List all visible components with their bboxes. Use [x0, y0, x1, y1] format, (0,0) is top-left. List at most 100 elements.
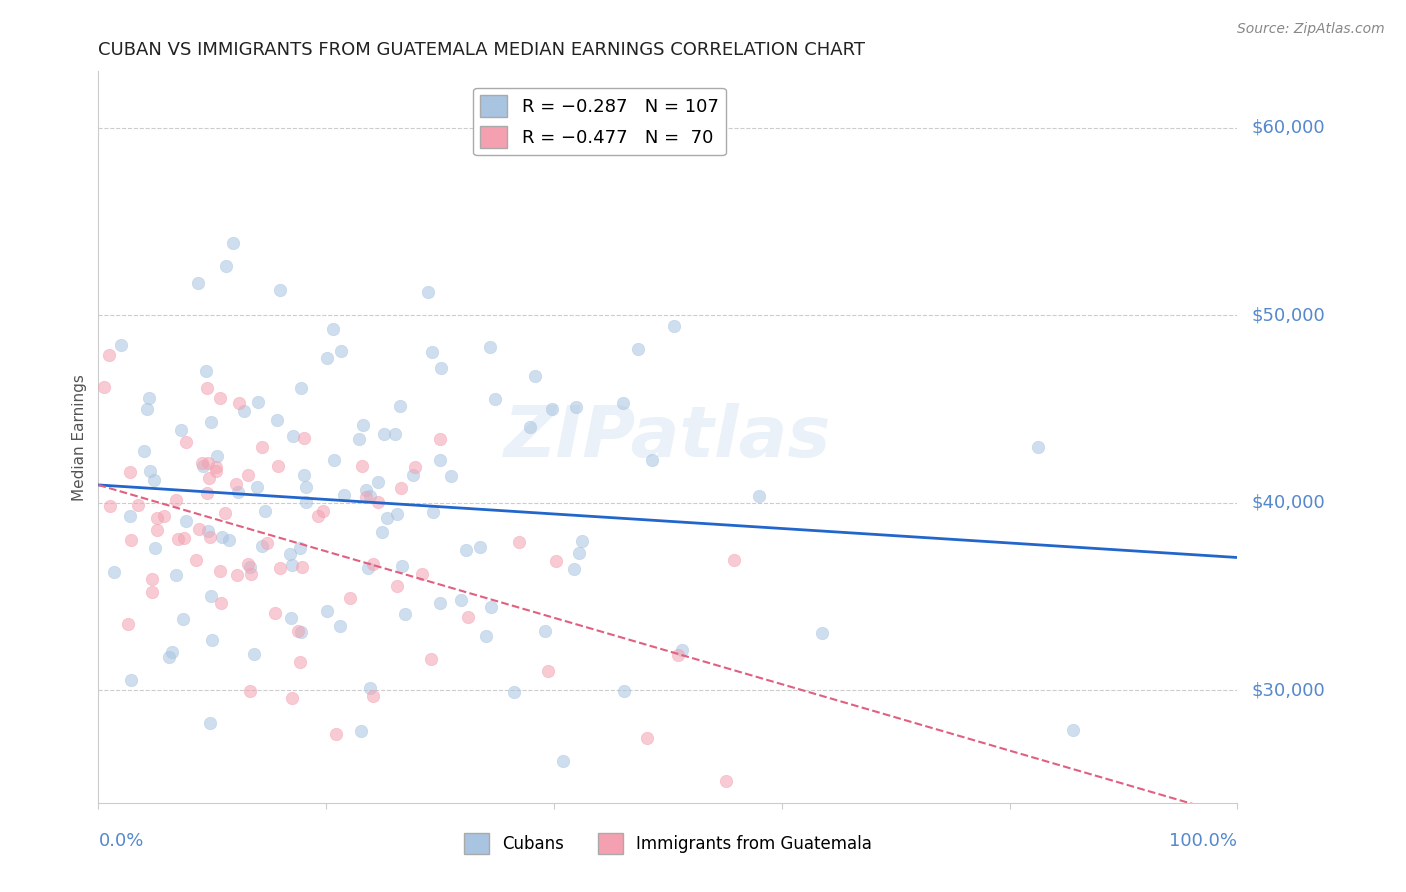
Point — [118, 465, 141, 479]
Point — [221, 235, 243, 250]
Point — [288, 655, 311, 669]
Text: 0.0%: 0.0% — [98, 832, 143, 850]
Point — [195, 486, 218, 500]
Point — [356, 483, 378, 497]
Point — [429, 432, 451, 446]
Point — [375, 511, 398, 525]
Point — [479, 599, 502, 614]
Text: ZIPatlas: ZIPatlas — [505, 402, 831, 472]
Point — [352, 459, 374, 474]
Point — [387, 507, 409, 521]
Point — [242, 648, 264, 662]
Point — [200, 415, 222, 429]
Point — [429, 361, 451, 376]
Point — [110, 337, 132, 351]
Point — [662, 318, 685, 333]
Point — [134, 443, 156, 458]
Point — [373, 426, 395, 441]
Point — [165, 492, 187, 507]
Point — [187, 277, 209, 291]
Text: Source: ZipAtlas.com: Source: ZipAtlas.com — [1237, 22, 1385, 37]
Point — [280, 611, 302, 625]
Point — [420, 345, 443, 359]
Point — [93, 380, 115, 394]
Text: $30,000: $30,000 — [1251, 681, 1324, 699]
Point — [333, 488, 356, 502]
Point — [315, 351, 337, 365]
Point — [269, 283, 291, 297]
Point — [250, 539, 273, 553]
Point — [389, 481, 412, 495]
Point — [325, 727, 347, 741]
Point — [162, 645, 184, 659]
Point — [387, 579, 409, 593]
Point — [176, 514, 198, 528]
Point — [568, 546, 591, 560]
Point — [208, 564, 231, 578]
Point — [565, 400, 588, 414]
Point — [201, 633, 224, 648]
Point — [562, 562, 585, 576]
Point — [475, 629, 498, 643]
Point — [152, 508, 174, 523]
Text: CUBAN VS IMMIGRANTS FROM GUATEMALA MEDIAN EARNINGS CORRELATION CHART: CUBAN VS IMMIGRANTS FROM GUATEMALA MEDIA… — [98, 41, 866, 59]
Point — [404, 459, 426, 474]
Point — [117, 617, 139, 632]
Y-axis label: Median Earnings: Median Earnings — [72, 374, 87, 500]
Text: $60,000: $60,000 — [1251, 119, 1324, 136]
Point — [141, 585, 163, 599]
Point — [287, 624, 309, 639]
Point — [627, 342, 650, 356]
Point — [135, 402, 157, 417]
Point — [198, 530, 221, 544]
Point — [157, 650, 180, 665]
Point — [209, 596, 232, 610]
Point — [239, 683, 262, 698]
Point — [173, 531, 195, 545]
Point — [484, 392, 506, 406]
Point — [347, 432, 370, 446]
Point — [186, 553, 208, 567]
Point — [402, 468, 425, 483]
Point — [236, 557, 259, 571]
Point — [1063, 723, 1085, 738]
Point — [371, 525, 394, 540]
Point — [422, 505, 444, 519]
Point — [246, 480, 269, 494]
Point — [1026, 440, 1049, 454]
Point — [253, 504, 276, 518]
Point — [551, 754, 574, 768]
Point — [394, 607, 416, 621]
Point — [205, 464, 228, 478]
Point — [420, 652, 443, 666]
Point — [191, 456, 214, 470]
Point — [97, 348, 120, 362]
Point — [167, 532, 190, 546]
Point — [295, 494, 318, 508]
Point — [127, 498, 149, 512]
Point — [208, 392, 231, 406]
Point — [141, 572, 163, 586]
Point — [329, 343, 352, 358]
Point — [450, 593, 472, 607]
Point — [723, 552, 745, 566]
Point — [636, 731, 658, 745]
Point — [457, 610, 479, 624]
Point — [350, 723, 373, 738]
Point — [292, 468, 315, 483]
Point — [290, 624, 312, 639]
Text: $50,000: $50,000 — [1251, 306, 1324, 324]
Point — [440, 469, 463, 483]
Point — [205, 450, 228, 464]
Point — [103, 565, 125, 579]
Point — [315, 604, 337, 618]
Point — [172, 612, 194, 626]
Point — [357, 560, 380, 574]
Point — [211, 530, 233, 544]
Point — [264, 606, 287, 620]
Point — [389, 399, 412, 413]
Point — [236, 467, 259, 482]
Point — [194, 363, 217, 377]
Point — [198, 470, 221, 484]
Point — [290, 382, 312, 396]
